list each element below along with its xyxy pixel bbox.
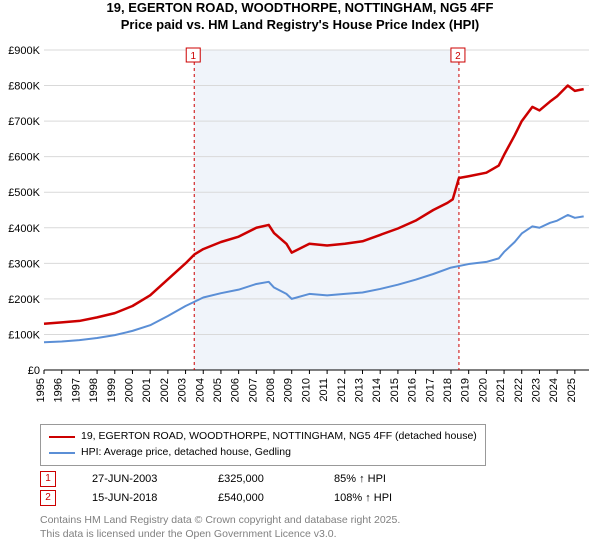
svg-text:2003: 2003 [177, 378, 189, 402]
svg-text:£600K: £600K [8, 151, 40, 163]
svg-text:£700K: £700K [8, 116, 40, 128]
legend: 19, EGERTON ROAD, WOODTHORPE, NOTTINGHAM… [40, 424, 486, 466]
sale-delta: 85% ↑ HPI [334, 470, 386, 489]
svg-text:£0: £0 [28, 365, 40, 377]
svg-text:1999: 1999 [106, 378, 118, 402]
svg-text:2000: 2000 [123, 378, 135, 402]
svg-text:2020: 2020 [477, 378, 489, 402]
sale-row: 1 27-JUN-2003 £325,000 85% ↑ HPI [40, 470, 392, 489]
sale-price: £540,000 [218, 489, 298, 508]
attribution: Contains HM Land Registry data © Crown c… [40, 514, 400, 541]
chart-area: £0 £100K £200K £300K £400K £500K £600K £700K £80… [4, 40, 594, 420]
svg-text:2007: 2007 [247, 378, 259, 402]
svg-text:2001: 2001 [141, 378, 153, 402]
legend-label: HPI: Average price, detached house, Gedl… [81, 445, 291, 461]
svg-text:£300K: £300K [8, 258, 40, 270]
sale-row: 2 15-JUN-2018 £540,000 108% ↑ HPI [40, 489, 392, 508]
svg-text:£500K: £500K [8, 187, 40, 199]
svg-text:1995: 1995 [35, 378, 47, 402]
legend-swatch [49, 452, 75, 454]
sale-date: 15-JUN-2018 [92, 489, 182, 508]
svg-text:2016: 2016 [407, 378, 419, 402]
svg-text:2009: 2009 [283, 378, 295, 402]
svg-text:2011: 2011 [318, 378, 330, 402]
legend-swatch [49, 436, 75, 438]
svg-text:2019: 2019 [460, 378, 472, 402]
svg-text:2006: 2006 [230, 378, 242, 402]
line-chart: £0 £100K £200K £300K £400K £500K £600K £700K £80… [4, 40, 594, 420]
svg-text:1996: 1996 [53, 378, 65, 402]
attribution-line-2: This data is licensed under the Open Gov… [40, 528, 400, 542]
svg-text:2022: 2022 [513, 378, 525, 402]
svg-text:2017: 2017 [424, 378, 436, 402]
title-line-1: 19, EGERTON ROAD, WOODTHORPE, NOTTINGHAM… [0, 0, 600, 17]
svg-text:1997: 1997 [70, 378, 82, 402]
svg-text:2014: 2014 [371, 378, 383, 402]
sales-table: 1 27-JUN-2003 £325,000 85% ↑ HPI 2 15-JUN-201… [40, 470, 392, 507]
svg-text:£100K: £100K [8, 329, 40, 341]
svg-text:2: 2 [455, 51, 461, 62]
svg-text:2002: 2002 [159, 378, 171, 402]
svg-text:2018: 2018 [442, 378, 454, 402]
svg-text:2010: 2010 [300, 378, 312, 402]
legend-item: HPI: Average price, detached house, Gedl… [49, 445, 477, 461]
svg-text:2013: 2013 [354, 378, 366, 402]
title-line-2: Price paid vs. HM Land Registry's House … [0, 17, 600, 34]
svg-text:2015: 2015 [389, 378, 401, 402]
svg-text:£900K: £900K [8, 45, 40, 57]
svg-text:2025: 2025 [566, 378, 578, 402]
svg-text:1998: 1998 [88, 378, 100, 402]
sale-marker-box: 2 [40, 490, 56, 506]
chart-title-block: 19, EGERTON ROAD, WOODTHORPE, NOTTINGHAM… [0, 0, 600, 34]
svg-text:2012: 2012 [336, 378, 348, 402]
svg-text:£800K: £800K [8, 80, 40, 92]
legend-item: 19, EGERTON ROAD, WOODTHORPE, NOTTINGHAM… [49, 429, 477, 445]
svg-text:2004: 2004 [194, 378, 206, 402]
sale-date: 27-JUN-2003 [92, 470, 182, 489]
svg-text:£200K: £200K [8, 294, 40, 306]
svg-text:2005: 2005 [212, 378, 224, 402]
svg-text:2021: 2021 [495, 378, 507, 402]
legend-label: 19, EGERTON ROAD, WOODTHORPE, NOTTINGHAM… [81, 429, 477, 445]
svg-text:2008: 2008 [265, 378, 277, 402]
attribution-line-1: Contains HM Land Registry data © Crown c… [40, 514, 400, 528]
svg-text:2023: 2023 [530, 378, 542, 402]
sale-marker-box: 1 [40, 471, 56, 487]
sale-delta: 108% ↑ HPI [334, 489, 392, 508]
svg-text:1: 1 [190, 51, 196, 62]
sale-price: £325,000 [218, 470, 298, 489]
svg-text:£400K: £400K [8, 223, 40, 235]
svg-text:2024: 2024 [548, 378, 560, 402]
